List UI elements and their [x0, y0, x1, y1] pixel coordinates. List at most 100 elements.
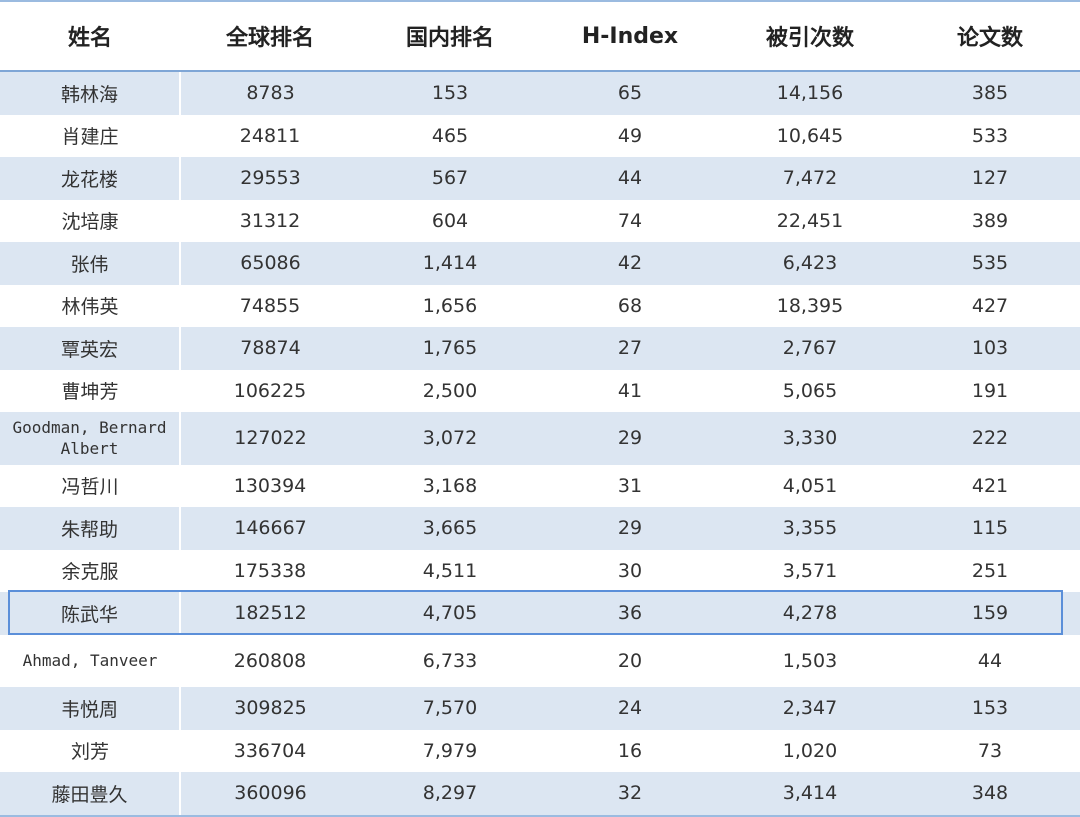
value-cell: 127 [900, 157, 1080, 200]
value-cell: 535 [900, 242, 1080, 285]
column-header: 国内排名 [360, 1, 540, 72]
column-header: 被引次数 [720, 1, 900, 72]
table-row: 陈武华 182512 4,705 36 4,278 159 [0, 592, 1080, 635]
value-cell: 127022 [180, 412, 360, 465]
table-row: 余克服 175338 4,511 30 3,571 251 [0, 550, 1080, 593]
value-cell: 2,347 [720, 687, 900, 730]
value-cell: 8,297 [360, 772, 540, 817]
value-cell: 567 [360, 157, 540, 200]
value-cell: 10,645 [776, 124, 844, 147]
value-cell: 153 [900, 687, 1080, 730]
value-cell: 1,020 [782, 739, 838, 762]
value-cell: 103 [900, 327, 1080, 370]
value-cell: 130394 [233, 474, 307, 497]
value-cell: 427 [971, 294, 1009, 317]
value-cell: 6,423 [720, 242, 900, 285]
value-cell: 336704 [233, 739, 307, 762]
value-cell: 44 [540, 157, 720, 200]
table-row: 龙花楼 29553 567 44 7,472 127 [0, 157, 1080, 200]
value-cell: 251 [971, 559, 1009, 582]
table-row: 刘芳 336704 7,979 16 1,020 73 [0, 730, 1080, 773]
value-cell: 106225 [233, 379, 307, 402]
column-header: 全球排名 [180, 1, 360, 72]
name-cell: 韩林海 [0, 71, 181, 115]
value-cell: 3,072 [360, 412, 540, 465]
name-cell: 陈武华 [0, 592, 181, 635]
value-cell: 3,168 [422, 474, 478, 497]
name-cell: 肖建庄 [61, 126, 119, 149]
name-cell: 韦悦周 [0, 687, 181, 730]
value-cell: 4,511 [422, 559, 478, 582]
value-cell: 4,051 [782, 474, 838, 497]
value-cell: 385 [900, 71, 1080, 115]
value-cell: 4,278 [720, 592, 900, 635]
value-cell: 3,414 [720, 772, 900, 817]
table-row: Ahmad, Tanveer 260808 6,733 20 1,503 44 [0, 635, 1080, 688]
name-cell: 龙花楼 [0, 157, 181, 200]
value-cell: 31 [617, 474, 643, 497]
value-cell: 29553 [180, 157, 360, 200]
name-cell: 林伟英 [61, 296, 119, 319]
value-cell: 191 [971, 379, 1009, 402]
table-row: 朱帮助 146667 3,665 29 3,355 115 [0, 507, 1080, 550]
value-cell: 65 [540, 71, 720, 115]
value-cell: 159 [900, 592, 1080, 635]
name-cell: 冯哲川 [61, 476, 119, 499]
value-cell: 3,330 [720, 412, 900, 465]
value-cell: 3,571 [782, 559, 838, 582]
value-cell: 32 [540, 772, 720, 817]
value-cell: 36 [540, 592, 720, 635]
value-cell: 309825 [180, 687, 360, 730]
value-cell: 16 [617, 739, 643, 762]
name-cell: 藤田豊久 [0, 772, 181, 817]
value-cell: 146667 [180, 507, 360, 550]
value-cell: 533 [971, 124, 1009, 147]
value-cell: 421 [971, 474, 1009, 497]
column-header: 论文数 [900, 1, 1080, 72]
column-header: H-Index [540, 1, 720, 72]
table-row: 曹坤芳 106225 2,500 41 5,065 191 [0, 370, 1080, 413]
value-cell: 42 [540, 242, 720, 285]
name-cell: 余克服 [61, 561, 119, 584]
value-cell: 41 [617, 379, 643, 402]
value-cell: 29 [540, 412, 720, 465]
value-cell: 115 [900, 507, 1080, 550]
table-row: 肖建庄 24811 465 49 10,645 533 [0, 115, 1080, 158]
column-header: 姓名 [0, 1, 180, 72]
value-cell: 68 [617, 294, 643, 317]
value-cell: 24 [540, 687, 720, 730]
value-cell: 22,451 [776, 209, 844, 232]
value-cell: 6,733 [422, 649, 478, 672]
name-cell: 曹坤芳 [61, 381, 119, 404]
value-cell: 30 [617, 559, 643, 582]
value-cell: 175338 [233, 559, 307, 582]
name-cell: 朱帮助 [0, 507, 181, 550]
name-cell: Goodman, Bernard Albert [0, 412, 181, 465]
value-cell: 389 [971, 209, 1009, 232]
value-cell: 31312 [239, 209, 301, 232]
value-cell: 3,665 [360, 507, 540, 550]
value-cell: 49 [617, 124, 643, 147]
value-cell: 1,503 [782, 649, 838, 672]
value-cell: 74 [617, 209, 643, 232]
value-cell: 27 [540, 327, 720, 370]
value-cell: 7,979 [422, 739, 478, 762]
value-cell: 604 [431, 209, 469, 232]
name-cell: 覃英宏 [0, 327, 181, 370]
value-cell: 24811 [239, 124, 301, 147]
value-cell: 1,656 [422, 294, 478, 317]
value-cell: 4,705 [360, 592, 540, 635]
value-cell: 73 [977, 739, 1003, 762]
header-row: 姓名 全球排名 国内排名 H-Index 被引次数 论文数 [0, 1, 1080, 72]
value-cell: 1,765 [360, 327, 540, 370]
table-row: 韩林海 8783 153 65 14,156 385 [0, 71, 1080, 115]
value-cell: 8783 [180, 71, 360, 115]
value-cell: 18,395 [776, 294, 844, 317]
value-cell: 182512 [180, 592, 360, 635]
table-row: 藤田豊久 360096 8,297 32 3,414 348 [0, 772, 1080, 817]
value-cell: 348 [900, 772, 1080, 817]
value-cell: 2,767 [720, 327, 900, 370]
value-cell: 44 [977, 649, 1003, 672]
